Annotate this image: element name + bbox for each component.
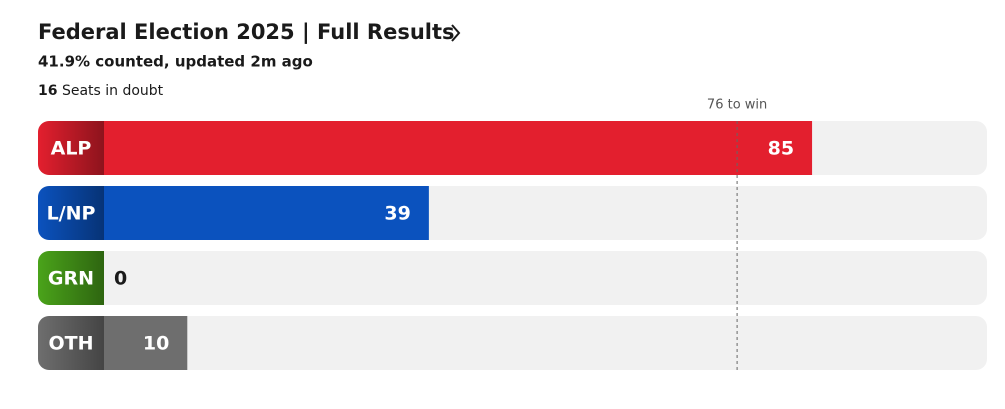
chevron-icon[interactable] — [451, 24, 461, 42]
row — [38, 251, 987, 305]
target-label: 76 to win — [707, 98, 767, 113]
category-label: GRN — [48, 268, 94, 290]
label-shade — [38, 121, 104, 175]
label-shade — [38, 316, 104, 370]
category-label: OTH — [48, 333, 93, 355]
in-doubt-count: 16 — [38, 83, 57, 99]
bar — [104, 316, 188, 370]
subtitle: 41.9% counted, updated 2m ago — [38, 53, 313, 71]
value-label: 85 — [768, 138, 794, 160]
value-label: 39 — [384, 203, 410, 225]
row — [38, 121, 987, 175]
label-shade — [38, 186, 104, 240]
bar — [104, 186, 429, 240]
chart-title[interactable]: Federal Election 2025 | Full Results — [38, 20, 455, 45]
row — [38, 186, 987, 240]
value-label: 0 — [114, 268, 127, 290]
category-label: L/NP — [47, 203, 96, 225]
in-doubt-text: Seats in doubt — [62, 83, 164, 99]
header[interactable]: Federal Election 2025 | Full Results — [38, 20, 461, 45]
in-doubt: 16 Seats in doubt — [38, 83, 164, 99]
label-shade — [38, 251, 104, 305]
bar — [104, 121, 813, 175]
track — [38, 251, 987, 305]
row — [38, 316, 987, 370]
category-label: ALP — [51, 138, 92, 160]
value-label: 10 — [143, 333, 169, 355]
track — [38, 316, 987, 370]
